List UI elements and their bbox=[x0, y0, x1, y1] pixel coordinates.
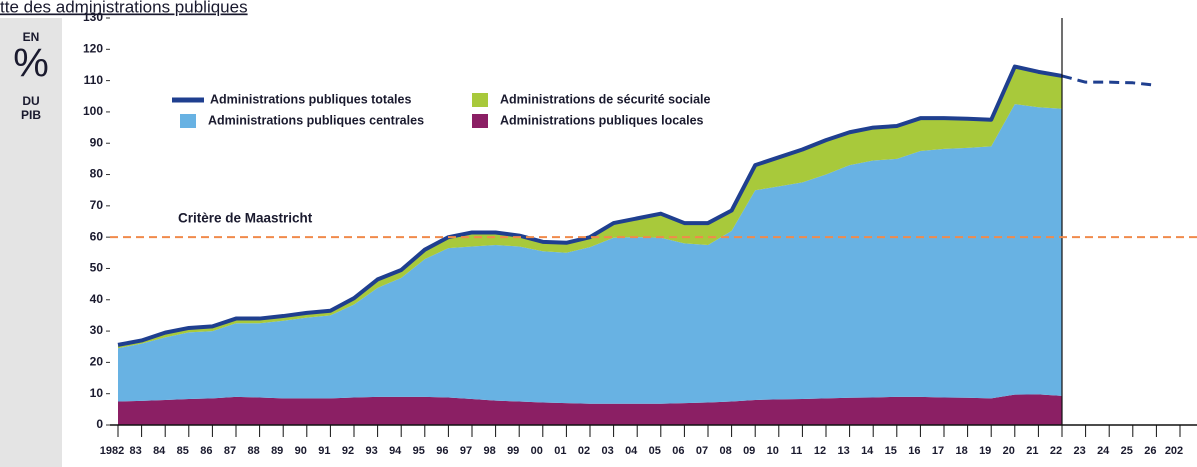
x-tick-label: 05 bbox=[649, 445, 661, 457]
y-tick-label: 50 bbox=[90, 261, 104, 275]
x-tick-label: 22 bbox=[1050, 445, 1062, 457]
unit-line: PIB bbox=[21, 108, 41, 122]
y-tick-label: 90 bbox=[90, 135, 104, 149]
y-tick-label: 20 bbox=[90, 355, 104, 369]
x-tick-label: 11 bbox=[791, 445, 803, 457]
x-tick-label: 85 bbox=[177, 445, 189, 457]
y-tick-label: 60 bbox=[90, 229, 104, 243]
legend-label: Administrations publiques locales bbox=[500, 113, 704, 127]
x-tick-label: 93 bbox=[365, 445, 377, 457]
x-tick-label: 16 bbox=[908, 445, 920, 457]
chart-title: tte des administrations publiques bbox=[0, 0, 248, 16]
legend-swatch bbox=[180, 114, 196, 128]
x-tick-label: 08 bbox=[719, 445, 731, 457]
x-tick-label: 96 bbox=[436, 445, 448, 457]
x-tick-label: 06 bbox=[672, 445, 684, 457]
x-tick-label: 03 bbox=[601, 445, 613, 457]
x-tick-label: 04 bbox=[625, 445, 638, 457]
x-tick-label: 19 bbox=[979, 445, 991, 457]
legend-label: Administrations publiques centrales bbox=[208, 113, 424, 127]
y-tick-label: 0 bbox=[96, 417, 103, 431]
x-tick-label: 97 bbox=[460, 445, 472, 457]
sidebar bbox=[0, 18, 62, 467]
y-tick-label: 130 bbox=[83, 10, 103, 24]
x-tick-label: 10 bbox=[767, 445, 779, 457]
x-tick-label: 25 bbox=[1121, 445, 1133, 457]
x-tick-label: 14 bbox=[861, 445, 874, 457]
y-tick-label: 80 bbox=[90, 167, 104, 181]
x-tick-label: 23 bbox=[1073, 445, 1085, 457]
projection-line bbox=[1061, 74, 1157, 87]
x-tick-label: 07 bbox=[696, 445, 708, 457]
x-tick-label: 91 bbox=[318, 445, 330, 457]
area bbox=[118, 104, 1062, 404]
unit-line: DU bbox=[22, 94, 39, 108]
legend-swatch bbox=[472, 93, 488, 107]
x-tick-label: 13 bbox=[837, 445, 849, 457]
x-tick-label: 95 bbox=[413, 445, 425, 457]
y-tick-label: 40 bbox=[90, 292, 104, 306]
x-tick-label: 24 bbox=[1097, 445, 1110, 457]
x-tick-label: 90 bbox=[295, 445, 307, 457]
x-tick-label: 15 bbox=[885, 445, 897, 457]
x-tick-label: 92 bbox=[342, 445, 354, 457]
y-tick-label: 110 bbox=[84, 73, 104, 87]
legend-label: Administrations de sécurité sociale bbox=[500, 92, 711, 106]
x-tick-label: 21 bbox=[1026, 445, 1038, 457]
y-tick-label: 120 bbox=[83, 41, 103, 55]
y-tick-label: 70 bbox=[90, 198, 104, 212]
x-tick-label: 1982 bbox=[100, 445, 124, 457]
x-tick-label: 01 bbox=[554, 445, 566, 457]
x-tick-label: 26 bbox=[1144, 445, 1156, 457]
legend-label: Administrations publiques totales bbox=[210, 92, 411, 106]
x-tick-label: 86 bbox=[200, 445, 212, 457]
x-tick-label: 12 bbox=[814, 445, 826, 457]
unit-line: EN bbox=[23, 30, 40, 44]
legend-swatch bbox=[472, 114, 488, 128]
x-tick-label: 17 bbox=[932, 445, 944, 457]
reference-label: Critère de Maastricht bbox=[178, 211, 313, 226]
x-tick-label: 20 bbox=[1003, 445, 1015, 457]
x-tick-label: 89 bbox=[271, 445, 283, 457]
total-line bbox=[117, 64, 1063, 347]
x-tick-label: 99 bbox=[507, 445, 519, 457]
x-tick-label: 87 bbox=[224, 445, 236, 457]
x-tick-label: 202 bbox=[1165, 445, 1183, 457]
x-tick-label: 88 bbox=[247, 445, 259, 457]
x-tick-label: 18 bbox=[955, 445, 967, 457]
x-tick-label: 94 bbox=[389, 445, 402, 457]
unit-line: % bbox=[13, 42, 49, 86]
x-tick-label: 84 bbox=[153, 445, 166, 457]
x-tick-label: 83 bbox=[129, 445, 141, 457]
y-tick-label: 10 bbox=[90, 386, 104, 400]
y-tick-label: 100 bbox=[83, 104, 103, 118]
area bbox=[118, 394, 1062, 425]
x-tick-label: 00 bbox=[531, 445, 543, 457]
x-tick-label: 02 bbox=[578, 445, 590, 457]
y-tick-label: 30 bbox=[90, 323, 104, 337]
x-tick-label: 09 bbox=[743, 445, 755, 457]
x-tick-label: 98 bbox=[483, 445, 495, 457]
